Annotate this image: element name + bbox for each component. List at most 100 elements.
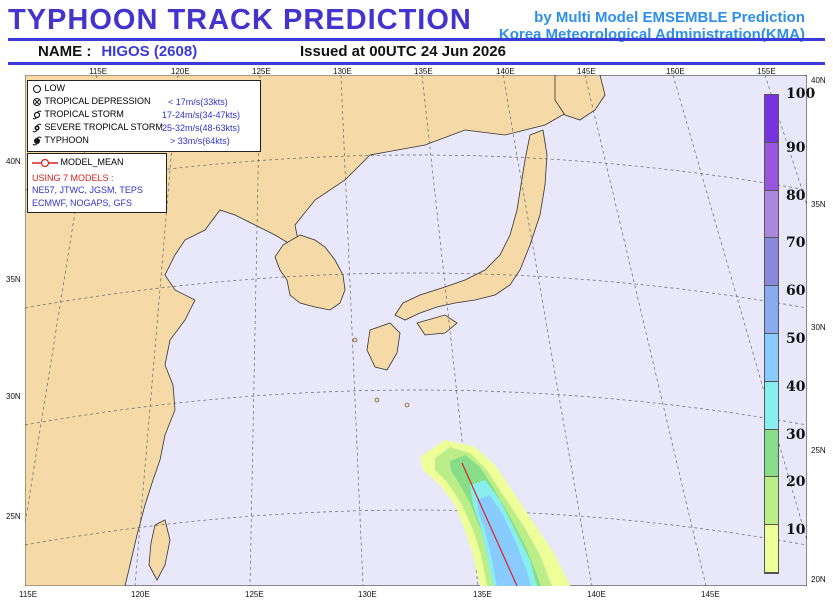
header-rule-top bbox=[8, 38, 825, 41]
header-rule-bottom bbox=[8, 62, 825, 65]
meridian-line bbox=[134, 75, 179, 586]
scale-label: 50 bbox=[786, 331, 806, 347]
page-title: TYPHOON TRACK PREDICTION bbox=[8, 4, 472, 36]
model-legend: MODEL_MEAN USING 7 MODELS : NE57, JTWC, … bbox=[27, 153, 167, 213]
meridian-line bbox=[340, 75, 364, 586]
bottom-lon-label: 145E bbox=[701, 590, 720, 599]
right-lat-label: 30N bbox=[811, 323, 826, 332]
model-mean-label: MODEL_MEAN bbox=[60, 157, 124, 167]
meridian-line bbox=[672, 75, 807, 543]
bottom-lon-label: 125E bbox=[245, 590, 264, 599]
scale-label: 90 bbox=[786, 139, 806, 156]
left-lat-label: 35N bbox=[6, 275, 21, 284]
left-lat-label: 25N bbox=[6, 512, 21, 521]
top-lon-label: 120E bbox=[171, 67, 190, 76]
land-islet bbox=[352, 337, 358, 343]
issued-time: Issued at 00UTC 24 Jun 2026 bbox=[300, 43, 506, 60]
low-icon bbox=[33, 84, 41, 93]
scale-segment bbox=[765, 477, 778, 526]
top-lon-label: 125E bbox=[252, 67, 271, 76]
legend-label: TROPICAL STORM bbox=[44, 109, 124, 119]
scale-segment bbox=[765, 142, 778, 191]
land-hokkaido bbox=[554, 75, 606, 121]
legend-range: > 33m/s(64kts) bbox=[170, 136, 230, 146]
top-lon-label: 135E bbox=[414, 67, 433, 76]
right-lat-label: 40N bbox=[811, 76, 826, 85]
severe-tropical-storm-icon bbox=[32, 123, 42, 132]
legend-label: SEVERE TROPICAL STORM bbox=[44, 122, 163, 132]
land-shikoku bbox=[416, 314, 458, 336]
models-line-2: ECMWF, NOGAPS, GFS bbox=[32, 198, 133, 208]
scale-segment bbox=[765, 525, 778, 573]
left-lat-label: 30N bbox=[6, 392, 21, 401]
legend-range: 17-24m/s(34-47kts) bbox=[162, 110, 241, 120]
land-kyushu bbox=[366, 322, 401, 371]
top-lon-label: 155E bbox=[757, 67, 776, 76]
scale-segment bbox=[765, 429, 778, 478]
scale-label: 40 bbox=[786, 378, 806, 395]
latitude-line bbox=[25, 272, 807, 309]
scale-label: 70 bbox=[786, 235, 806, 252]
right-lat-label: 35N bbox=[811, 200, 826, 209]
legend-row-td: TROPICAL DEPRESSION bbox=[32, 96, 151, 107]
scale-label: 20 bbox=[786, 474, 806, 491]
scale-label: 80 bbox=[786, 187, 806, 204]
latitude-line bbox=[25, 154, 807, 191]
probability-scale bbox=[764, 94, 779, 574]
top-lon-label: 130E bbox=[333, 67, 352, 76]
scale-label: 10 bbox=[786, 522, 806, 539]
bottom-lon-label: 135E bbox=[473, 590, 492, 599]
scale-label: 100 bbox=[786, 86, 816, 102]
scale-segment bbox=[765, 95, 778, 143]
scale-segment bbox=[765, 381, 778, 430]
model-mean-legend: MODEL_MEAN bbox=[32, 157, 124, 168]
land-islet bbox=[374, 397, 380, 403]
scale-segment bbox=[765, 286, 778, 334]
bottom-lon-label: 120E bbox=[131, 590, 150, 599]
legend-row-low: LOW bbox=[32, 83, 65, 94]
legend-label: LOW bbox=[44, 83, 66, 93]
typhoon-icon bbox=[32, 136, 42, 146]
method-subtitle: by Multi Model EMSEMBLE Prediction bbox=[534, 9, 805, 26]
meridian-line bbox=[249, 75, 261, 586]
tropical-depression-icon bbox=[33, 97, 41, 106]
legend-row-ty: TYPHOON bbox=[32, 135, 89, 146]
scale-label: 30 bbox=[786, 426, 806, 443]
models-line-1: NE57, JTWC, JGSM, TEPS bbox=[32, 185, 143, 195]
legend-label: TYPHOON bbox=[44, 135, 89, 145]
legend-label: TROPICAL DEPRESSION bbox=[44, 96, 151, 106]
legend-range: < 17m/s(33kts) bbox=[168, 97, 228, 107]
scale-segment bbox=[765, 334, 778, 382]
right-lat-label: 25N bbox=[811, 446, 826, 455]
bottom-lon-label: 115E bbox=[19, 590, 38, 599]
left-lat-label: 40N bbox=[6, 157, 21, 166]
legend-row-sts: SEVERE TROPICAL STORM bbox=[32, 122, 163, 133]
intensity-legend: LOW TROPICAL DEPRESSION TROPICAL STORM S… bbox=[27, 80, 261, 152]
land-islet bbox=[404, 402, 410, 408]
meridian-line bbox=[502, 75, 593, 586]
right-lat-label: 20N bbox=[811, 575, 826, 584]
scale-segment bbox=[765, 190, 778, 239]
land-taiwan bbox=[148, 519, 171, 581]
legend-range: 25-32m/s(48-63kts) bbox=[162, 123, 241, 133]
name-label: NAME : bbox=[38, 43, 92, 60]
scale-label: 60 bbox=[786, 283, 806, 300]
scale-segment bbox=[765, 238, 778, 287]
latitude-line bbox=[25, 389, 807, 426]
bottom-lon-label: 140E bbox=[587, 590, 606, 599]
latitude-line bbox=[25, 509, 807, 546]
model-mean-track bbox=[461, 462, 518, 586]
top-lon-label: 145E bbox=[577, 67, 596, 76]
top-lon-label: 115E bbox=[89, 67, 108, 76]
top-lon-label: 150E bbox=[666, 67, 685, 76]
typhoon-name: NAME : HIGOS (2608) bbox=[38, 43, 197, 60]
bottom-lon-label: 130E bbox=[358, 590, 377, 599]
using-models-label: USING 7 MODELS : bbox=[32, 173, 114, 183]
model-mean-line-icon bbox=[32, 158, 58, 167]
name-value: HIGOS (2608) bbox=[101, 43, 198, 60]
legend-row-ts: TROPICAL STORM bbox=[32, 109, 124, 120]
tropical-storm-icon bbox=[32, 110, 42, 119]
top-lon-label: 140E bbox=[496, 67, 515, 76]
land-honshu bbox=[394, 129, 548, 321]
